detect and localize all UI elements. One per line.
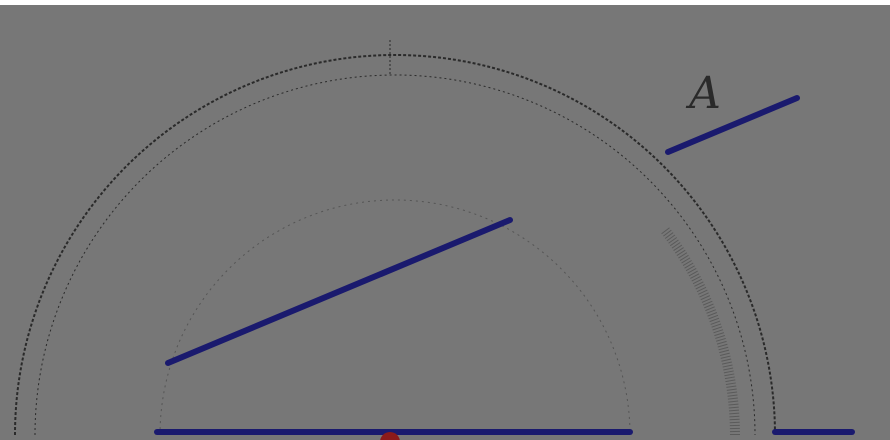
ray: [665, 95, 800, 155]
point-label: A: [685, 68, 721, 119]
center-arc: [159, 199, 631, 436]
background: [0, 5, 890, 440]
ray: [165, 217, 513, 366]
inner-arc: [34, 74, 756, 436]
rays: [154, 95, 855, 435]
outer-arc: [14, 54, 776, 436]
center-point: [380, 432, 400, 440]
protractor: [14, 40, 776, 436]
